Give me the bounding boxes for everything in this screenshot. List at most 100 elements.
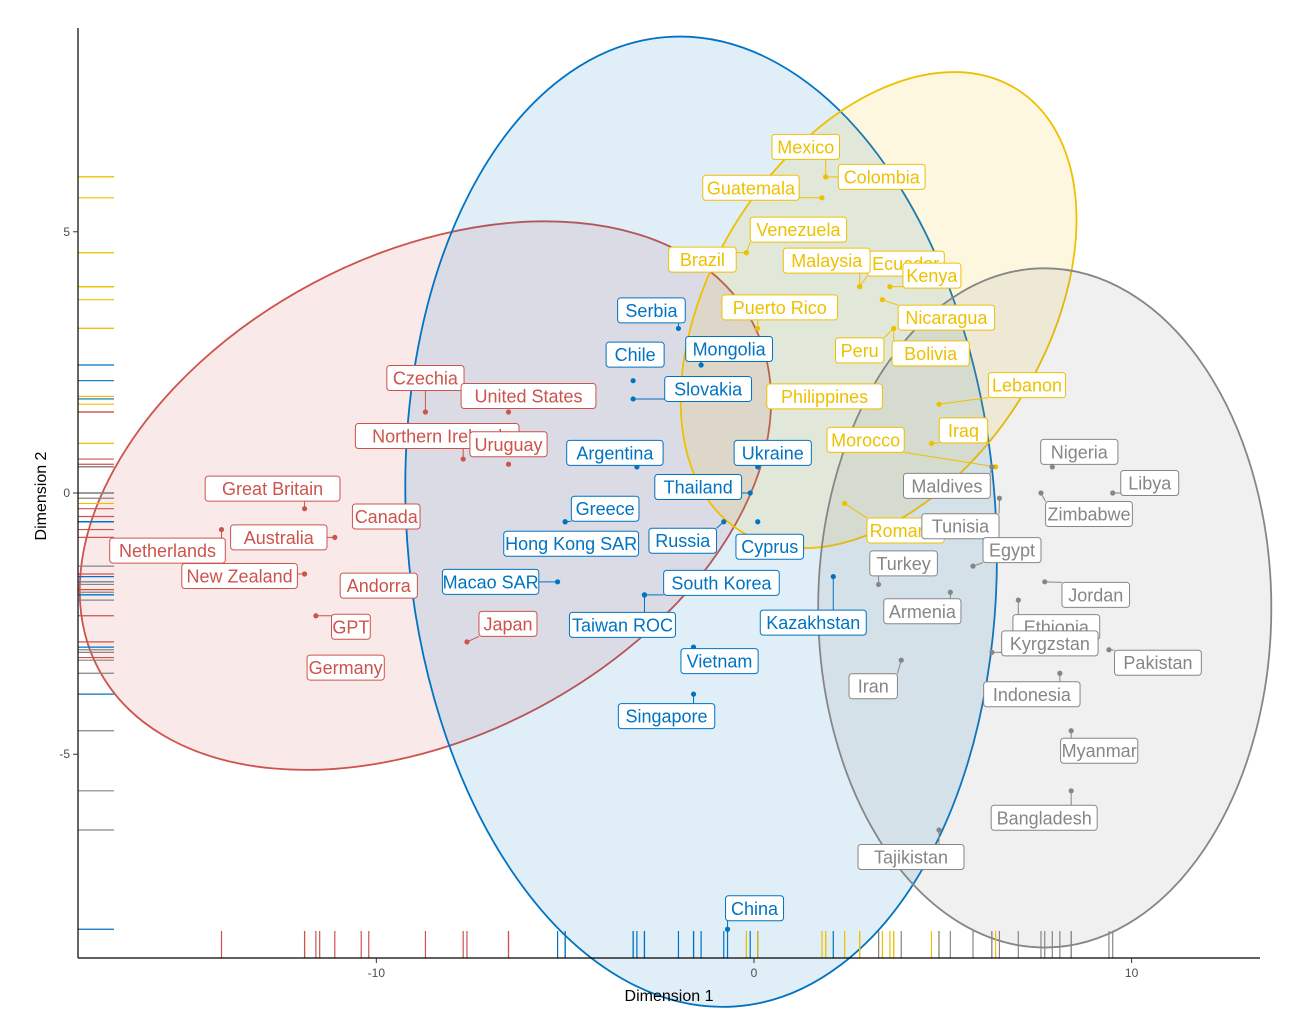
data-label-text: Slovakia	[674, 379, 743, 399]
data-label: Hong Kong SAR	[503, 530, 640, 557]
data-label: Canada	[351, 503, 421, 530]
data-label: Zimbabwe	[1045, 501, 1133, 527]
data-label-box	[441, 568, 540, 595]
data-label-text: Nicaragua	[905, 308, 988, 328]
data-label-box	[230, 524, 328, 551]
data-label: Mexico	[771, 133, 841, 160]
data-label: Indonesia	[983, 681, 1081, 708]
data-label-text: China	[731, 899, 779, 919]
data-label: Kyrgzstan	[1001, 630, 1099, 657]
data-point	[830, 573, 836, 580]
data-point	[721, 519, 727, 525]
data-label-box	[721, 294, 839, 321]
data-label-text: Vietnam	[687, 652, 753, 672]
data-label: Singapore	[617, 703, 716, 730]
data-label: Peru	[834, 337, 885, 364]
data-label-box	[837, 163, 926, 190]
data-label-box	[987, 372, 1067, 399]
data-label: Guatemala	[702, 174, 800, 201]
data-label-box	[848, 673, 898, 700]
data-label-text: Argentina	[576, 443, 654, 463]
data-label-box	[733, 439, 812, 466]
data-label: Andorra	[339, 572, 418, 599]
data-label-box	[617, 297, 686, 324]
data-label: Myanmar	[1060, 737, 1139, 764]
data-label-box	[568, 611, 676, 638]
data-label: Czechia	[386, 365, 465, 392]
data-label: Netherlands	[109, 537, 226, 564]
data-label: Morocco	[826, 426, 905, 453]
data-label-text: Germany	[309, 658, 383, 678]
x-rug	[220, 931, 1114, 958]
data-label-text: Russia	[655, 531, 711, 551]
leader-line	[904, 451, 996, 468]
data-label: Lebanon	[987, 372, 1067, 399]
data-label: Brazil	[668, 246, 737, 273]
data-label: New Zealand	[181, 562, 298, 589]
data-label-text: Serbia	[625, 301, 678, 321]
data-label-box	[938, 417, 989, 444]
data-label-text: Malaysia	[791, 251, 863, 271]
data-label-box	[1001, 630, 1099, 657]
data-label-box	[834, 337, 885, 364]
data-point	[562, 519, 568, 525]
data-point	[332, 534, 338, 541]
data-label-text: Mexico	[777, 137, 834, 157]
data-label: Thailand	[654, 474, 743, 500]
data-label-text: Venezuela	[756, 220, 841, 240]
data-point	[1038, 490, 1044, 496]
data-point	[989, 649, 995, 655]
data-label-box	[685, 335, 773, 362]
data-label-text: GPT	[332, 617, 369, 637]
data-point	[1015, 597, 1021, 603]
data-point	[1042, 579, 1048, 585]
data-point	[996, 495, 1003, 501]
data-label: Kazakhstan	[759, 609, 867, 636]
group-ellipses	[78, 35, 1273, 1008]
data-point	[819, 195, 825, 201]
data-point	[936, 401, 942, 407]
leader-line	[844, 503, 868, 519]
data-label: Iraq	[938, 417, 989, 444]
ellipse-blue	[404, 35, 998, 1008]
data-point	[1049, 464, 1055, 470]
data-label-box	[648, 527, 718, 554]
data-point	[505, 409, 512, 415]
data-label-box	[921, 513, 1000, 540]
data-label-text: Bangladesh	[997, 808, 1092, 828]
data-label-box	[663, 569, 780, 596]
data-label-text: Great Britain	[222, 479, 323, 499]
data-label: Armenia	[883, 598, 962, 625]
data-label: Nigeria	[1040, 438, 1119, 465]
y-rug	[78, 176, 114, 930]
data-point	[422, 409, 429, 415]
data-label-box	[1060, 737, 1139, 764]
data-label-box	[702, 174, 800, 201]
data-label-box	[902, 262, 962, 289]
data-point	[743, 250, 750, 256]
data-label: Australia	[230, 524, 328, 551]
y-tick-label: -5	[59, 747, 70, 761]
data-label: Germany	[306, 654, 385, 681]
data-label-text: Egypt	[989, 541, 1035, 561]
data-point	[554, 579, 561, 585]
data-label-box	[680, 648, 759, 675]
data-label-box	[386, 365, 465, 392]
data-label-text: Kenya	[906, 266, 958, 286]
data-label-text: Maldives	[911, 476, 982, 496]
data-label: Vietnam	[680, 648, 759, 675]
data-label-text: Australia	[244, 528, 315, 548]
data-label-text: Kyrgzstan	[1010, 634, 1090, 654]
data-label-text: Chile	[615, 345, 656, 365]
data-point	[823, 174, 829, 180]
data-label-text: Iraq	[948, 421, 979, 441]
data-label: Kenya	[902, 262, 962, 289]
data-label: GPT	[331, 613, 371, 640]
data-label: Venezuela	[749, 216, 848, 243]
data-label-box	[1061, 581, 1131, 608]
data-label-box	[1114, 649, 1202, 676]
data-label: Russia	[648, 527, 718, 554]
axis-ticks: -10 0 10 -5 0 5	[59, 225, 1138, 980]
data-label-text: Jordan	[1068, 585, 1123, 605]
x-tick-label: 0	[751, 966, 758, 980]
